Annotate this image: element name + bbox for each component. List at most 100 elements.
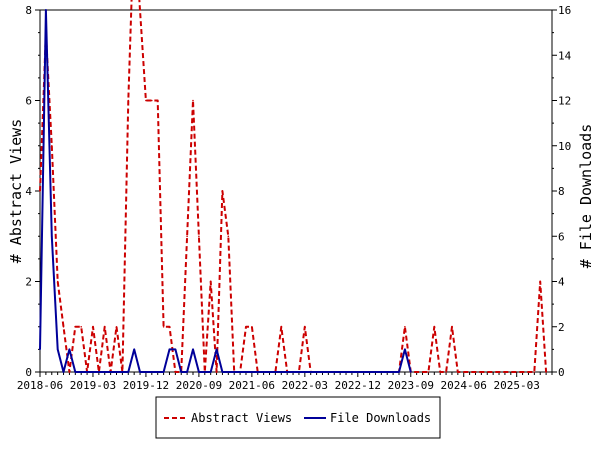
data-point bbox=[410, 371, 412, 373]
x-tick-label: 2018-06 bbox=[17, 379, 63, 392]
data-point bbox=[56, 280, 59, 283]
data-point bbox=[45, 9, 47, 11]
data-point bbox=[215, 371, 218, 373]
data-point bbox=[145, 99, 147, 102]
legend-box bbox=[155, 396, 441, 439]
x-tick-label: 2021-06 bbox=[229, 379, 275, 392]
left-axis: 0 2 4 6 8 bbox=[25, 4, 40, 379]
y-right-axis-title: # File Downloads bbox=[577, 124, 595, 269]
data-point bbox=[139, 371, 141, 373]
data-point bbox=[439, 371, 442, 373]
data-point bbox=[103, 326, 106, 328]
data-point bbox=[56, 348, 59, 351]
plot-frame bbox=[39, 9, 553, 373]
x-tick-label: 2023-09 bbox=[388, 379, 434, 392]
data-point bbox=[168, 326, 171, 328]
x-axis: 2018-06 2019-03 2019-12 2020-09 2021-06 2022-… bbox=[17, 372, 553, 392]
y-left-tick-label: 2 bbox=[25, 276, 32, 289]
data-point bbox=[221, 371, 224, 373]
data-point bbox=[533, 371, 536, 373]
data-point bbox=[174, 348, 177, 351]
data-point bbox=[39, 190, 41, 192]
data-point bbox=[192, 348, 194, 351]
legend: Abstract Views File Downloads bbox=[155, 396, 441, 439]
data-point bbox=[198, 235, 200, 238]
data-point bbox=[192, 99, 194, 102]
x-tick-label: 2022-03 bbox=[282, 379, 328, 392]
data-point bbox=[398, 371, 400, 373]
data-point bbox=[251, 326, 253, 328]
y-right-tick-label: 10 bbox=[558, 140, 571, 153]
data-point bbox=[174, 371, 177, 373]
y-left-tick-label: 4 bbox=[25, 185, 32, 198]
data-point bbox=[133, 348, 135, 351]
data-point bbox=[180, 371, 182, 373]
data-point bbox=[304, 326, 306, 328]
y-left-axis-title: # Abstract Views bbox=[7, 119, 25, 264]
data-point bbox=[445, 371, 447, 373]
y-right-tick-label: 6 bbox=[558, 230, 565, 243]
y-left-tick-label: 8 bbox=[25, 4, 32, 17]
data-point bbox=[92, 326, 94, 328]
data-point bbox=[209, 371, 212, 373]
data-point bbox=[433, 326, 436, 328]
x-tick-label: 2019-03 bbox=[70, 379, 116, 392]
y-right-tick-label: 8 bbox=[558, 185, 565, 198]
data-point bbox=[221, 190, 224, 192]
data-point bbox=[156, 99, 159, 102]
data-point bbox=[168, 348, 171, 351]
data-point bbox=[68, 348, 71, 351]
data-point bbox=[451, 326, 453, 328]
data-point bbox=[62, 371, 65, 373]
data-point bbox=[162, 371, 165, 373]
data-point bbox=[127, 99, 130, 102]
data-point bbox=[162, 326, 165, 328]
data-point bbox=[74, 326, 77, 328]
y-left-tick-label: 6 bbox=[25, 95, 32, 108]
data-point bbox=[215, 348, 218, 351]
data-point bbox=[545, 371, 547, 373]
data-point bbox=[227, 235, 230, 238]
x-tick-label: 2024-06 bbox=[441, 379, 487, 392]
data-point bbox=[39, 348, 41, 351]
data-point bbox=[51, 235, 53, 238]
data-point bbox=[127, 371, 130, 373]
right-axis: 0 2 4 6 8 10 12 14 16 bbox=[552, 4, 572, 379]
data-point bbox=[457, 371, 459, 373]
data-point bbox=[404, 348, 406, 351]
data-point bbox=[539, 280, 541, 283]
data-point bbox=[115, 326, 118, 328]
data-point bbox=[280, 326, 283, 328]
y-right-tick-label: 2 bbox=[558, 321, 565, 334]
data-point bbox=[186, 235, 188, 238]
y-right-tick-label: 4 bbox=[558, 276, 565, 289]
y-left-tick-label: 0 bbox=[25, 366, 32, 379]
data-point bbox=[74, 371, 77, 373]
legend-label-file-downloads: File Downloads bbox=[330, 411, 431, 425]
data-point bbox=[80, 326, 82, 328]
y-right-tick-label: 12 bbox=[558, 95, 571, 108]
series-line-abstract-views bbox=[39, 0, 548, 373]
data-point bbox=[404, 326, 406, 328]
data-point bbox=[51, 145, 53, 147]
data-point bbox=[68, 371, 71, 373]
data-point bbox=[139, 9, 141, 11]
data-point bbox=[62, 326, 65, 328]
legend-label-abstract-views: Abstract Views bbox=[191, 411, 292, 425]
data-point bbox=[245, 326, 247, 328]
data-point bbox=[186, 371, 188, 373]
y-right-tick-label: 14 bbox=[558, 49, 572, 62]
data-point bbox=[427, 371, 430, 373]
data-point bbox=[209, 280, 212, 283]
y-right-tick-label: 0 bbox=[558, 366, 565, 379]
series-line-file-downloads bbox=[39, 9, 412, 373]
x-tick-label: 2020-09 bbox=[176, 379, 222, 392]
series-layer bbox=[39, 0, 548, 373]
y-right-tick-label: 16 bbox=[558, 4, 571, 17]
data-point bbox=[151, 99, 153, 102]
data-point bbox=[198, 371, 200, 373]
x-tick-label: 2022-12 bbox=[335, 379, 381, 392]
x-tick-label: 2025-03 bbox=[494, 379, 540, 392]
x-tick-label: 2019-12 bbox=[123, 379, 169, 392]
